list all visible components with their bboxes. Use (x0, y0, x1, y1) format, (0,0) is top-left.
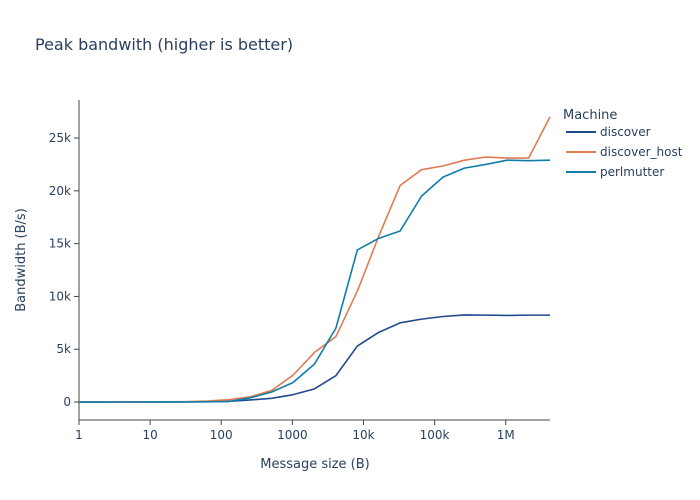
y-axis-title: Bandwidth (B/s) (14, 208, 29, 312)
x-tick-label: 100k (420, 428, 450, 442)
x-tick-label: 10k (352, 428, 374, 442)
legend-title: Machine (563, 108, 617, 123)
x-tick-label: 1 (75, 428, 83, 442)
x-tick-label: 100 (210, 428, 233, 442)
series-line-discover-host (78, 116, 551, 403)
legend-label: discover_host (600, 145, 683, 159)
legend: Machine discover discover_host perlmutter (563, 108, 683, 179)
legend-label: perlmutter (600, 165, 664, 179)
series-line-discover (79, 314, 550, 403)
plot-area: 1 10 100 1000 10k 100k 1M 0 5k 10k 15k 20k 25k (49, 100, 551, 442)
y-tick-label: 25k (49, 131, 71, 145)
series-lines (78, 116, 551, 403)
x-axis-title: Message size (B) (260, 457, 370, 472)
chart-title: Peak bandwith (higher is better) (35, 35, 293, 54)
x-tick-label: 10 (142, 428, 157, 442)
x-tick-label: 1000 (277, 428, 308, 442)
y-tick-label: 15k (49, 237, 71, 251)
y-tick-label: 0 (63, 395, 71, 409)
y-tick-label: 20k (49, 184, 71, 198)
series-line-perlmutter (78, 159, 551, 403)
legend-items: discover discover_host perlmutter (566, 125, 683, 179)
x-tick-label: 1M (497, 428, 515, 442)
x-ticks: 1 10 100 1000 10k 100k 1M (75, 420, 515, 442)
legend-label: discover (600, 125, 651, 139)
y-ticks: 0 5k 10k 15k 20k 25k (49, 131, 79, 409)
y-tick-label: 10k (49, 289, 71, 303)
y-tick-label: 5k (56, 342, 71, 356)
